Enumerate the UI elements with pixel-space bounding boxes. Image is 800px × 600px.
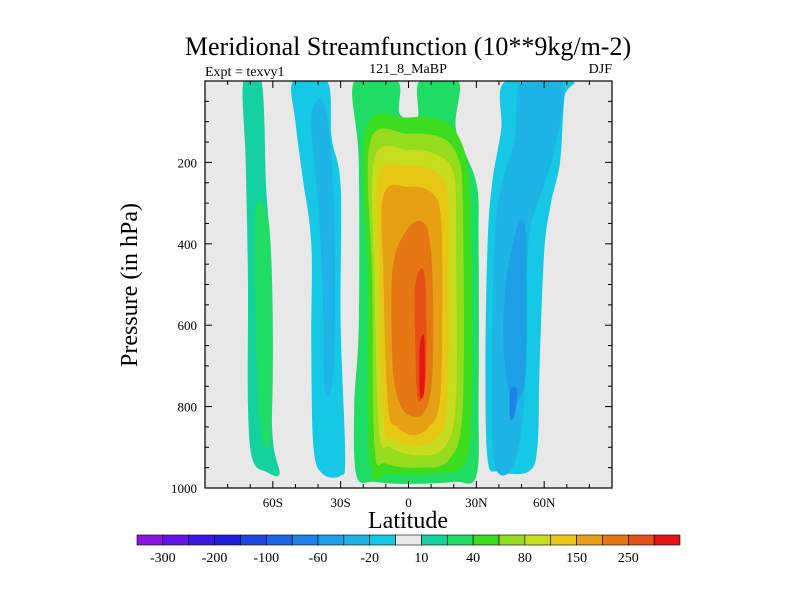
contour-nh-ferrel-20 [503,219,527,404]
x-axis-label: Latitude [368,508,448,534]
contour-hadley-cell-150 [391,220,434,418]
colorbar-label: -200 [202,551,228,566]
colorbar-swatch [214,534,241,546]
y-tick-label: 800 [178,400,198,415]
colorbar-label: -20 [360,551,379,566]
contour-sh-polar-core [254,200,273,450]
x-tick-label: 0 [405,495,412,510]
colorbar-swatch [421,534,448,546]
colorbar-swatch [188,534,215,546]
y-tick-label: 1000 [171,481,197,496]
colorbar-swatch [162,534,190,546]
colorbar-swatch [498,534,526,546]
contour-nh-ferrel-40 [509,387,518,421]
colorbar-swatch [446,534,474,546]
colorbar-swatch [576,534,603,546]
x-tick-label: 30S [331,495,351,510]
colorbar-swatch [550,534,577,546]
colorbar-swatch [317,534,345,546]
contour-regions [242,81,575,484]
colorbar-swatch [472,534,500,546]
y-tick-label: 400 [178,237,198,252]
x-tick-label: 60S [263,495,283,510]
y-tick-label: 600 [178,318,198,333]
colorbar-swatch [136,534,164,546]
period-label: 121_8_MaBP [369,62,447,77]
colorbar-label: 150 [566,551,587,566]
contour-hadley-cell-250 [419,334,425,399]
colorbar-label: -300 [150,551,176,566]
colorbar-label: 80 [518,551,532,566]
colorbar-swatch [343,534,371,546]
season-label: DJF [589,62,613,77]
colorbar-swatch [265,534,293,546]
experiment-label: Expt = texvy1 [205,65,284,80]
colorbar-label: 250 [618,551,639,566]
colorbar-swatch [291,534,319,546]
y-tick-label: 200 [178,155,198,170]
colorbar-swatch [395,534,422,546]
colorbar-label: 10 [414,551,428,566]
contour-sh-ferrel-core [311,98,336,397]
colorbar-label: -60 [309,551,328,566]
colorbar-swatch [602,534,629,546]
y-axis-label: Pressure (in hPa) [117,203,143,367]
colorbar-swatch [653,534,681,546]
x-tick-label: 60N [533,495,556,510]
colorbar: -300 -200 -100 -60 -20 10 40 80 150 250 [136,534,681,566]
x-tick-label: 30N [465,495,488,510]
colorbar-swatch [524,534,552,546]
colorbar-swatch [240,534,267,546]
chart-title: Meridional Streamfunction (10**9kg/m-2) [185,32,631,61]
colorbar-label: 40 [466,551,480,566]
colorbar-swatch [369,534,396,546]
colorbar-swatch [627,534,655,546]
colorbar-label: -100 [253,551,279,566]
axes: 60S 30S 0 30N 60N 200 400 600 800 1000 [171,80,613,510]
